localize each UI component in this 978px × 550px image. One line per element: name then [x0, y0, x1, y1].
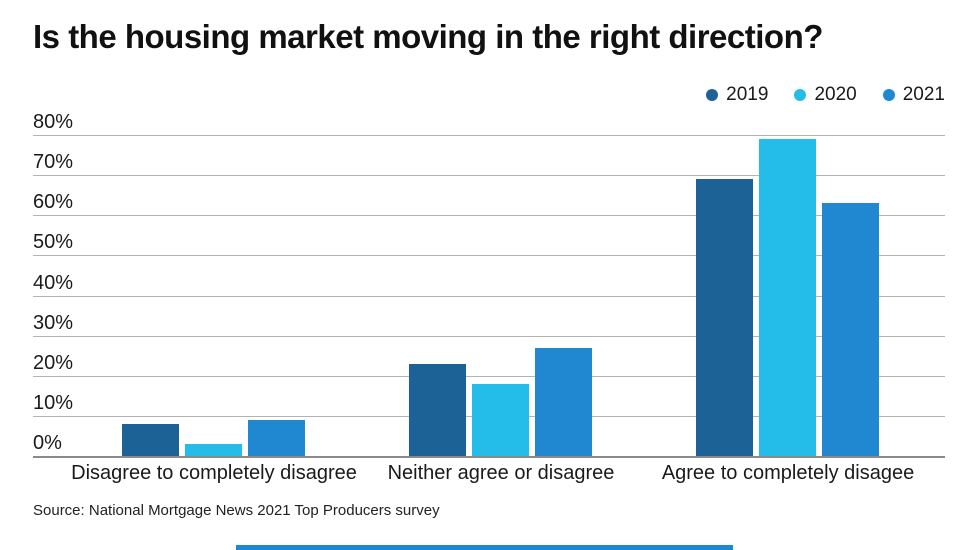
- bar-2020: [185, 444, 242, 456]
- y-tick-label: 10%: [33, 392, 74, 414]
- gridline: [33, 336, 945, 337]
- legend-dot-icon: [706, 89, 719, 101]
- y-tick-label: 0%: [33, 432, 62, 454]
- y-tick-label: 50%: [33, 231, 74, 253]
- legend-label: 2019: [726, 84, 769, 105]
- y-tick-label: 40%: [33, 272, 74, 294]
- legend-dot-icon: [794, 89, 807, 101]
- bar-2019: [696, 179, 753, 456]
- bar-group: [696, 135, 879, 456]
- y-tick-label: 30%: [33, 312, 74, 334]
- legend-item-2020: 2020: [794, 84, 857, 106]
- legend-label: 2020: [814, 84, 857, 105]
- y-tick-label: 70%: [33, 151, 74, 173]
- category-label: Agree to completely disagee: [661, 462, 915, 484]
- category-label: Disagree to completely disagree: [71, 462, 357, 484]
- bar-2019: [122, 424, 179, 456]
- source-note: Source: National Mortgage News 2021 Top …: [33, 502, 440, 519]
- gridline: [33, 215, 945, 216]
- gridline: [33, 175, 945, 176]
- category-label: Neither agree or disagree: [387, 462, 615, 484]
- gridline: [33, 296, 945, 297]
- bar-group: [122, 135, 305, 456]
- bar-2019: [409, 364, 466, 456]
- legend-dot-icon: [882, 89, 895, 101]
- chart-title: Is the housing market moving in the righ…: [33, 18, 823, 55]
- y-tick-label: 60%: [33, 191, 74, 213]
- bar-2020: [759, 139, 816, 456]
- legend-label: 2021: [902, 84, 945, 105]
- legend-item-2019: 2019: [706, 84, 768, 106]
- bar-2020: [472, 384, 529, 456]
- plot-area: 80% 70% 60% 50% 40% 30% 20% 10% 0% Disagree to co…: [33, 111, 945, 484]
- gridline: [33, 135, 945, 136]
- legend-item-2021: 2021: [882, 84, 945, 106]
- gridline: [33, 376, 945, 377]
- gridline: [33, 255, 945, 256]
- bar-2021: [248, 420, 305, 456]
- bar-2021: [535, 348, 592, 456]
- chart-legend: 2019 2020 2021: [706, 84, 945, 106]
- x-axis-baseline: [33, 456, 945, 458]
- bar-group: [409, 135, 592, 456]
- y-tick-label: 80%: [33, 111, 74, 133]
- y-tick-label: 20%: [33, 352, 74, 374]
- bar-2021: [822, 203, 879, 456]
- brand-bottom-bar: [236, 545, 733, 550]
